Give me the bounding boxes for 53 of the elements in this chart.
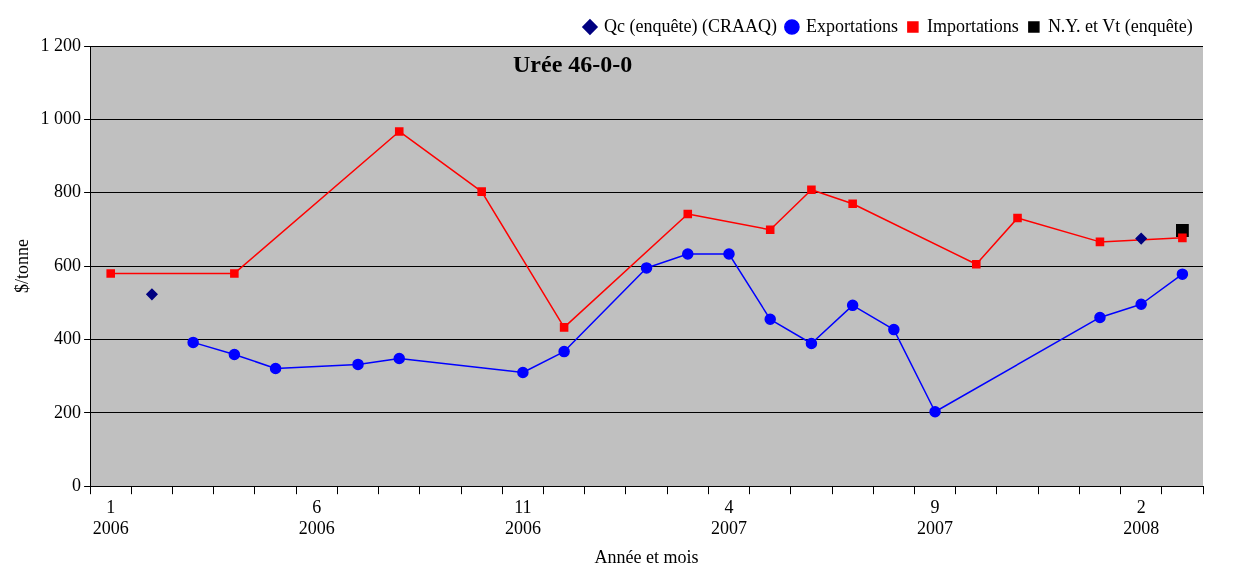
point [1013, 213, 1022, 223]
point [765, 225, 775, 235]
legend-label: Importations [926, 15, 1019, 36]
point [929, 405, 941, 418]
y-tick-label: 600 [54, 254, 82, 275]
point [477, 187, 486, 196]
y-tick-label: 400 [54, 328, 82, 349]
x-tick-label: 9 2007 [917, 496, 954, 539]
y-tick-label: 1 000 [40, 108, 82, 129]
x-tick-label: 1 2006 [92, 496, 129, 539]
point [846, 299, 859, 312]
point [764, 313, 776, 326]
point [888, 323, 900, 336]
point [230, 269, 239, 278]
x-axis-title: Année et mois [594, 546, 699, 567]
point [559, 323, 569, 332]
point [269, 362, 282, 375]
point [1135, 232, 1147, 245]
point [723, 248, 735, 260]
point [106, 269, 115, 278]
point [683, 209, 693, 219]
x-tick-label: 4 2007 [710, 496, 747, 539]
point [640, 262, 653, 274]
legend-label: N.Y. et Vt (enquête) [1047, 15, 1193, 37]
point [1178, 233, 1187, 243]
point [146, 288, 158, 301]
x-tick-label: 11 2006 [504, 496, 541, 539]
point [1176, 268, 1189, 280]
point [352, 358, 364, 371]
x-tick-label: 2 2008 [1123, 496, 1160, 539]
point [1094, 311, 1106, 324]
point [394, 127, 404, 136]
point [972, 259, 981, 269]
point [805, 337, 818, 350]
y-tick-label: 0 [72, 474, 82, 495]
legend-label: Exportations [805, 15, 898, 36]
y-tick-label: 1 200 [40, 34, 82, 55]
point [558, 345, 570, 358]
x-tick-label: 6 2006 [298, 496, 335, 539]
point [393, 352, 405, 365]
chart-title: Urée 46-0-0 [513, 51, 633, 78]
legend-label: Qc (enquête) (CRAAQ) [603, 15, 777, 37]
point [228, 348, 241, 361]
point [1135, 298, 1147, 310]
y-axis-title: $/tonne [11, 239, 32, 294]
point [848, 199, 857, 209]
y-tick-label: 200 [54, 401, 82, 422]
y-tick-label: 800 [54, 181, 82, 202]
point [682, 248, 694, 260]
point [517, 366, 529, 379]
point [187, 336, 199, 349]
point [1095, 237, 1105, 247]
point [807, 185, 816, 195]
